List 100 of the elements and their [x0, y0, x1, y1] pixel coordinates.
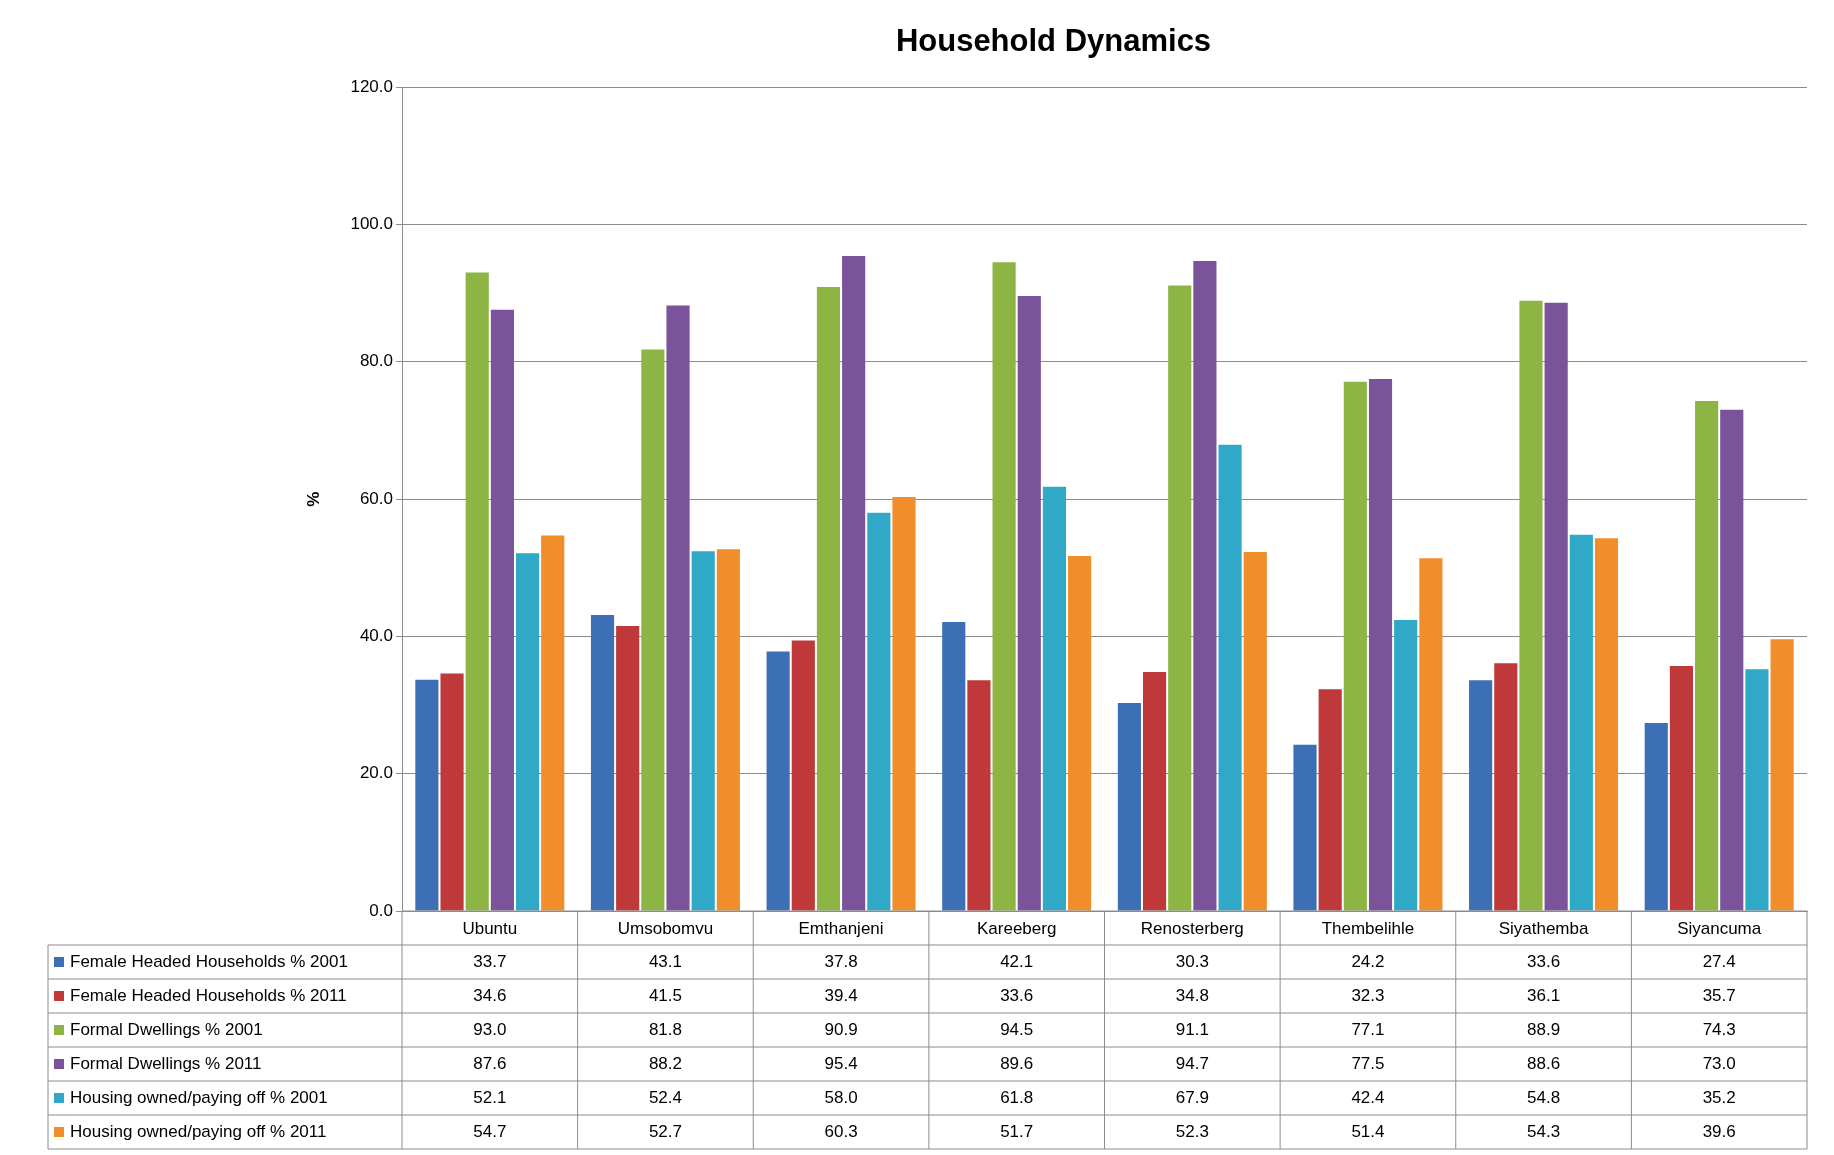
y-tick-label: 120.0 [350, 76, 393, 96]
data-label: 58.0 [824, 1087, 858, 1107]
data-label: 95.4 [824, 1053, 858, 1073]
bar [490, 309, 514, 911]
x-tick-label: Siyathemba [1498, 918, 1589, 938]
bar [1318, 689, 1342, 911]
data-label: 54.8 [1527, 1087, 1561, 1107]
bar [816, 286, 841, 911]
bar [1695, 400, 1719, 911]
data-label: 88.2 [648, 1053, 682, 1073]
legend-label: Housing owned/paying off % 2001 [70, 1087, 328, 1107]
data-label: 60.3 [824, 1121, 858, 1141]
bar [465, 272, 489, 911]
x-tick-label: Renosterberg [1140, 918, 1244, 938]
data-label: 42.1 [1000, 951, 1034, 971]
x-tick-label: Siyancuma [1677, 918, 1762, 938]
data-label: 33.6 [1527, 951, 1561, 971]
bar [515, 553, 540, 911]
bar [1343, 381, 1367, 911]
data-label: 52.7 [648, 1121, 682, 1141]
bar [1419, 558, 1443, 911]
data-label: 37.8 [824, 951, 858, 971]
bar [1017, 295, 1041, 911]
data-label: 52.1 [473, 1087, 507, 1107]
data-label: 35.2 [1702, 1087, 1736, 1107]
bar [1117, 702, 1141, 911]
data-label: 43.1 [648, 951, 682, 971]
bar [1293, 744, 1317, 911]
data-label: 34.8 [1175, 985, 1209, 1005]
data-label: 61.8 [1000, 1087, 1034, 1107]
bar [1068, 556, 1092, 911]
bar [842, 256, 866, 911]
data-label: 67.9 [1175, 1087, 1209, 1107]
data-label: 88.9 [1527, 1019, 1561, 1039]
bar [1745, 669, 1769, 911]
y-tick-label: 0.0 [369, 900, 393, 920]
data-label: 51.4 [1351, 1121, 1385, 1141]
data-label: 41.5 [648, 985, 682, 1005]
data-label: 77.5 [1351, 1053, 1385, 1073]
bar [691, 551, 715, 911]
bar [1218, 444, 1242, 911]
data-label: 54.3 [1527, 1121, 1561, 1141]
data-label: 87.6 [473, 1053, 507, 1073]
data-label: 51.7 [1000, 1121, 1034, 1141]
bar [1168, 285, 1192, 911]
bar [1193, 260, 1217, 911]
data-label: 52.3 [1175, 1121, 1209, 1141]
bar [1042, 486, 1067, 911]
bar [616, 626, 640, 911]
bar [590, 615, 615, 911]
bar [641, 349, 665, 911]
bar [992, 262, 1016, 911]
bar [415, 679, 439, 911]
data-label: 94.7 [1175, 1053, 1209, 1073]
bar [942, 621, 966, 911]
x-tick-label: Thembelihle [1321, 918, 1415, 938]
chart-title: Household Dynamics [895, 23, 1212, 59]
y-tick-label: 20.0 [359, 763, 393, 783]
bar [666, 305, 690, 911]
data-label: 39.4 [824, 985, 858, 1005]
data-label: 30.3 [1175, 951, 1209, 971]
bar [1469, 680, 1493, 911]
legend-label: Female Headed Households % 2001 [70, 951, 348, 971]
data-label: 24.2 [1351, 951, 1385, 971]
bar [1544, 302, 1568, 911]
data-label: 42.4 [1351, 1087, 1385, 1107]
y-tick-label: 60.0 [359, 488, 393, 508]
legend-label: Formal Dwellings % 2011 [70, 1053, 262, 1073]
bar [1669, 665, 1694, 911]
legend-label: Formal Dwellings % 2001 [70, 1019, 263, 1039]
data-label: 74.3 [1702, 1019, 1736, 1039]
bar [766, 651, 790, 911]
bar [1494, 663, 1518, 911]
y-tick-label: 100.0 [350, 214, 393, 234]
data-label: 81.8 [648, 1019, 682, 1039]
bar [1519, 300, 1543, 911]
data-label: 35.7 [1702, 985, 1736, 1005]
bar [716, 549, 740, 911]
data-label: 94.5 [1000, 1019, 1034, 1039]
data-label: 34.6 [473, 985, 507, 1005]
bar [967, 680, 991, 911]
bar [1243, 551, 1267, 911]
bar [867, 512, 891, 911]
bar [1394, 619, 1418, 911]
legend-label: Female Headed Households % 2011 [70, 985, 347, 1005]
bar [440, 673, 464, 911]
data-label: 89.6 [1000, 1053, 1034, 1073]
x-tick-label: Umsobomvu [617, 918, 714, 938]
bar [892, 497, 916, 911]
data-label: 73.0 [1702, 1053, 1736, 1073]
legend-label: Housing owned/paying off % 2011 [70, 1121, 327, 1141]
x-tick-label: Ubuntu [462, 918, 518, 938]
bar [1368, 378, 1393, 911]
bar [1720, 409, 1744, 911]
bar [541, 535, 565, 911]
bar [1770, 639, 1794, 911]
bar [1142, 672, 1167, 911]
y-axis-title: % [303, 491, 323, 507]
x-tick-label: Kareeberg [976, 918, 1057, 938]
bar [1644, 722, 1668, 911]
